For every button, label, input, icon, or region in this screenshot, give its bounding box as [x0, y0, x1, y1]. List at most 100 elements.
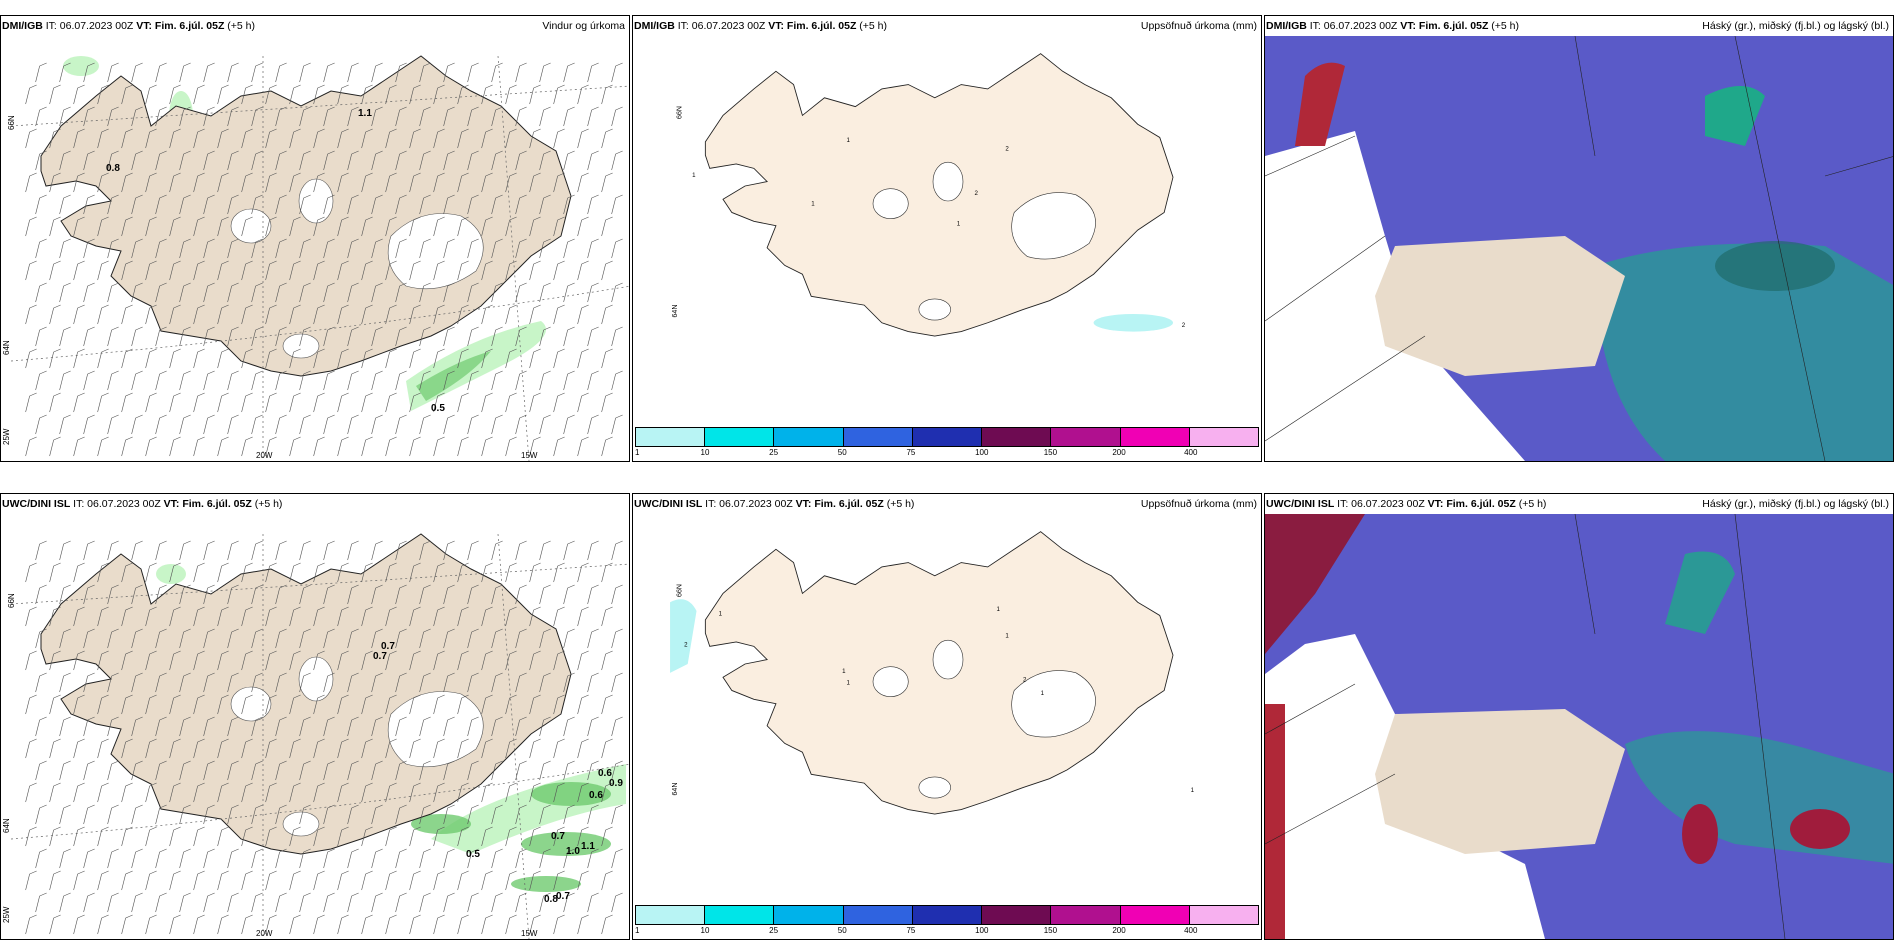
wind-barb: [371, 62, 383, 83]
wind-barb: [467, 672, 479, 693]
wind-barb: [131, 804, 143, 825]
colorbar-tick: 25: [769, 448, 779, 457]
wind-barb: [131, 370, 143, 391]
wind-barb: [337, 694, 349, 715]
wind-barb: [25, 304, 37, 325]
wind-barb: [385, 260, 397, 281]
wind-barb: [289, 128, 301, 149]
init-time: IT: 06.07.2023 00Z: [1309, 20, 1398, 32]
wind-barb: [337, 826, 349, 847]
wind-barb: [25, 392, 37, 413]
wind-barb: [443, 238, 455, 259]
wind-barb: [323, 760, 335, 781]
wind-barb: [275, 414, 287, 435]
wind-barb: [289, 562, 301, 583]
wind-barb: [457, 304, 469, 325]
model-source: DMI/IGB: [634, 20, 675, 32]
precip-value: 0.6: [589, 790, 603, 801]
wind-barb: [241, 870, 253, 891]
wind-barb: [529, 128, 541, 149]
wind-barb: [577, 172, 589, 193]
wind-barb: [371, 370, 383, 391]
wind-barb: [505, 650, 517, 671]
wind-barb: [347, 326, 359, 347]
wind-barb: [467, 238, 479, 259]
wind-barb: [299, 106, 311, 127]
wind-barb: [419, 194, 431, 215]
wind-barb: [251, 62, 263, 83]
wind-barb: [299, 370, 311, 391]
wind-barb: [611, 848, 623, 869]
wind-barb: [361, 304, 373, 325]
wind-barb: [179, 238, 191, 259]
wind-barb: [155, 106, 167, 127]
wind-barb: [433, 694, 445, 715]
wind-barb: [227, 238, 239, 259]
wind-barb: [443, 892, 455, 913]
wind-barb: [131, 106, 143, 127]
wind-barb: [601, 782, 613, 803]
wind-barb: [289, 650, 301, 671]
wind-barb: [395, 238, 407, 259]
wind-barb: [121, 216, 133, 237]
wind-barb: [337, 738, 349, 759]
wind-barb: [563, 804, 575, 825]
wind-barb: [601, 870, 613, 891]
wind-barb: [193, 562, 205, 583]
colorbar-tick: 400: [1184, 926, 1198, 935]
wind-barb: [563, 370, 575, 391]
wind-barb: [419, 716, 431, 737]
wind-barb: [217, 216, 229, 237]
wind-barb: [347, 848, 359, 869]
wind-barb: [481, 216, 493, 237]
valid-time: VT: Fim. 6.júl. 05Z: [1427, 498, 1516, 510]
wind-barb: [217, 782, 229, 803]
wind-barb: [505, 436, 517, 457]
wind-barb: [217, 694, 229, 715]
wind-barb: [121, 304, 133, 325]
lat-lon-grid: [10, 533, 629, 939]
wind-barb: [419, 584, 431, 605]
wind-barb: [611, 540, 623, 561]
wind-barb: [611, 370, 623, 391]
wind-barb: [275, 150, 287, 171]
wind-barb: [457, 870, 469, 891]
wind-barb: [587, 760, 599, 781]
wind-barb: [601, 694, 613, 715]
wind-barb: [299, 628, 311, 649]
wind-barb: [577, 84, 589, 105]
wind-barb: [515, 238, 527, 259]
wind-barb: [323, 628, 335, 649]
lat-label: 66N: [677, 106, 684, 119]
wind-barb: [611, 804, 623, 825]
wind-barb: [241, 392, 253, 413]
wind-barb: [25, 128, 37, 149]
wind-barb: [611, 760, 623, 781]
wind-barb: [467, 848, 479, 869]
wind-barb: [467, 326, 479, 347]
wind-barb: [337, 172, 349, 193]
wind-barb: [179, 892, 191, 913]
wind-barb: [155, 628, 167, 649]
wind-barb: [371, 238, 383, 259]
wind-barb: [289, 870, 301, 891]
wind-barb: [251, 150, 263, 171]
wind-barb: [481, 304, 493, 325]
lat-label: 66N: [677, 584, 684, 597]
wind-barb: [443, 326, 455, 347]
wind-barb: [409, 914, 421, 935]
wind-barb: [347, 62, 359, 83]
precip-value: 2: [684, 641, 688, 648]
wind-barb: [73, 392, 85, 413]
wind-barb: [251, 194, 263, 215]
panel-dmi-precip: DMI/IGB IT: 06.07.2023 00Z VT: Fim. 6.jú…: [632, 15, 1262, 462]
wind-barb: [155, 716, 167, 737]
accumulated-precip-map: 1 1 1 2 2 1 2 66N 64N: [672, 53, 1186, 337]
wind-barb: [529, 562, 541, 583]
wind-barb: [155, 540, 167, 561]
wind-barb: [121, 738, 133, 759]
wind-barb: [49, 650, 61, 671]
wind-barb: [313, 128, 325, 149]
wind-barb: [347, 414, 359, 435]
wind-barb: [83, 716, 95, 737]
